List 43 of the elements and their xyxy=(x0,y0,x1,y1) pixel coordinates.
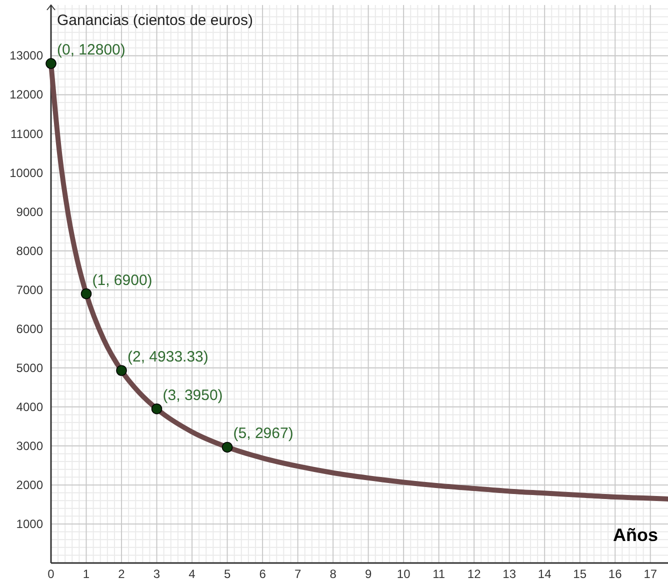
y-tick-label: 6000 xyxy=(16,322,44,336)
x-tick-label: 14 xyxy=(538,567,552,579)
point xyxy=(80,288,92,300)
x-axis-title: Años xyxy=(613,525,658,545)
x-tick-label: 17 xyxy=(644,567,658,579)
x-tick-label: 15 xyxy=(573,567,587,579)
x-tick-label: 8 xyxy=(330,567,337,579)
y-tick-label: 9000 xyxy=(16,204,44,219)
x-tick-label: 0 xyxy=(48,567,55,579)
y-tick-label: 3000 xyxy=(16,438,44,453)
x-tick-label: 16 xyxy=(608,567,622,579)
point xyxy=(151,403,162,414)
y-axis-title: Ganancias (cientos de euros) xyxy=(57,12,253,29)
y-tick-label: 13000 xyxy=(10,48,44,63)
data-label: (2, 4933.33) xyxy=(128,348,208,366)
x-tick-label: 3 xyxy=(153,567,160,579)
x-tick-label: 11 xyxy=(432,567,446,579)
x-tick-label: 4 xyxy=(188,567,196,579)
data-label: (0, 12800) xyxy=(57,42,126,59)
point xyxy=(222,442,233,453)
y-tick-label: 12000 xyxy=(10,88,44,102)
point xyxy=(46,58,56,69)
data-label: (1, 6900) xyxy=(92,272,152,289)
y-tick-label: 8000 xyxy=(16,244,44,258)
data-label: (3, 3950) xyxy=(162,386,223,404)
y-tick-label: 2000 xyxy=(16,478,44,492)
y-tick-label: 4000 xyxy=(16,400,44,414)
x-tick-label: 12 xyxy=(467,567,482,579)
x-tick-label: 2 xyxy=(118,567,126,579)
x-tick-label: 13 xyxy=(502,567,516,579)
point xyxy=(116,365,127,376)
y-tick-label: 7000 xyxy=(16,282,44,297)
y-tick-label: 5000 xyxy=(16,360,44,375)
x-tick-label: 1 xyxy=(82,567,90,579)
x-tick-label: 7 xyxy=(294,567,302,579)
y-tick-label: 1000 xyxy=(16,516,44,531)
x-tick-label: 6 xyxy=(259,567,266,579)
x-tick-label: 9 xyxy=(364,567,372,579)
x-tick-label: 5 xyxy=(224,567,231,579)
x-tick-label: 10 xyxy=(396,567,411,579)
data-label: (5, 2967) xyxy=(233,425,294,442)
y-tick-label: 10000 xyxy=(10,166,44,180)
y-tick-label: 11000 xyxy=(10,126,44,141)
